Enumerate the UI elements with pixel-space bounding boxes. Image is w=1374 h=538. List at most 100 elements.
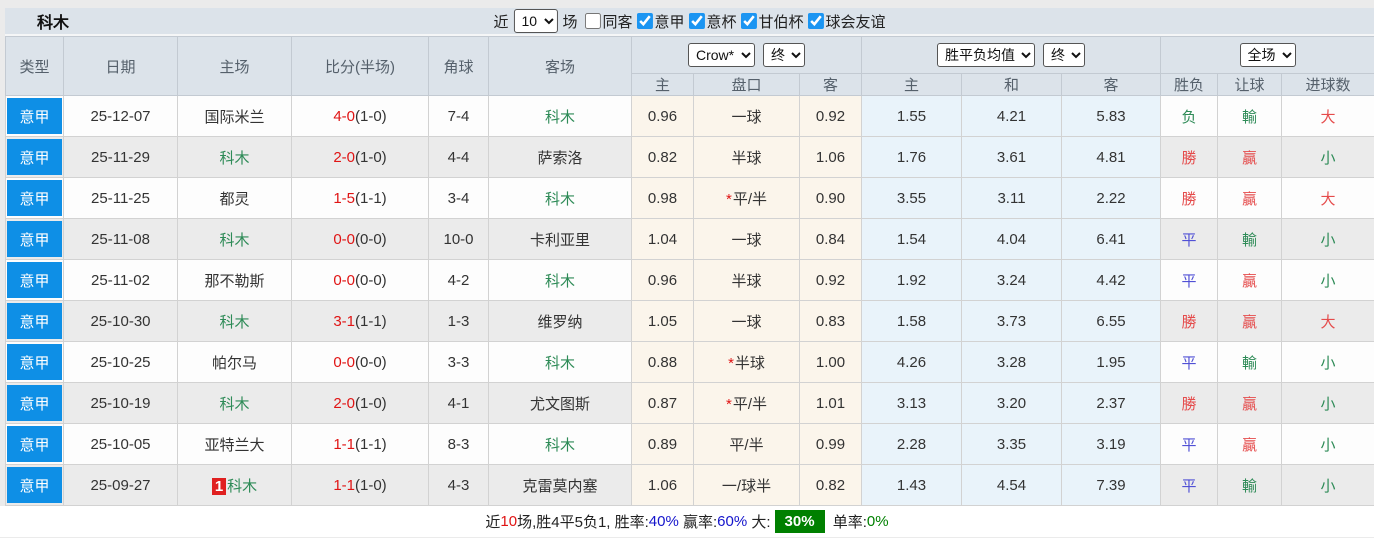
- away-team-name: 科木: [544, 272, 575, 290]
- table-row: 意甲 25-10-05 亚特兰大 1-1(1-1) 8-3 科木 0.89 平/半 0.99 2.…: [5, 423, 1374, 465]
- score-cell: 1-1(1-0): [291, 464, 429, 506]
- handicap-result-cell-text: 贏: [1242, 190, 1258, 208]
- away-team-name: 萨索洛: [537, 149, 583, 167]
- home-rank-badge: 1: [211, 477, 227, 495]
- handicap-text: 半球: [734, 354, 765, 372]
- goals-result-cell-text: 小: [1320, 395, 1336, 413]
- league-type-cell: 意甲: [5, 382, 64, 424]
- goals-result-cell: 小: [1281, 136, 1374, 178]
- avg-type-select[interactable]: 胜平负均值: [937, 43, 1036, 67]
- home-team: 亚特兰大: [177, 423, 292, 465]
- result-scope-select[interactable]: 全场: [1239, 43, 1296, 67]
- away-team-name: 科木: [544, 354, 575, 372]
- odds-away: 1.00: [798, 341, 863, 383]
- summary-part-9: 0%: [866, 513, 889, 530]
- odds-away: 1.01: [798, 382, 863, 424]
- league-filter-checkbox[interactable]: [688, 13, 705, 29]
- table-row: 意甲 25-12-07 国际米兰 4-0(1-0) 7-4 科木 0.96 一球 0.92 1.5…: [5, 95, 1374, 137]
- corner-score: 10-0: [428, 218, 489, 260]
- fulltime-score: 4-0: [333, 107, 355, 125]
- handicap-star: *: [728, 354, 734, 372]
- league-filter-checkbox[interactable]: [636, 13, 653, 29]
- table-row: 意甲 25-10-30 科木 3-1(1-1) 1-3 维罗纳 1.05 一球 0.83 1.58…: [5, 300, 1374, 342]
- avg-home: 1.58: [861, 300, 963, 342]
- halftime-score: (1-0): [355, 394, 387, 412]
- corner-score: 4-3: [428, 464, 489, 506]
- avg-draw: 3.73: [961, 300, 1063, 342]
- league-type-badge: 意甲: [7, 467, 62, 503]
- odds-home: 0.96: [631, 259, 694, 301]
- odds-home: 0.88: [631, 341, 694, 383]
- bookmaker-select[interactable]: Crow*: [688, 43, 755, 67]
- sub-header-avg-away: 客: [1061, 73, 1162, 96]
- home-team: 国际米兰: [177, 95, 292, 137]
- handicap-result-cell-text: 輸: [1242, 108, 1258, 126]
- corner-score: 4-4: [428, 136, 489, 178]
- result-cell-text: 勝: [1181, 313, 1197, 331]
- summary-bar: 近 10 场,胜4平5负1, 胜率: 40% 赢率: 60% 大: 30% 单率: 0%: [0, 506, 1374, 537]
- result-cell: 平: [1160, 464, 1219, 506]
- home-team: 科木: [177, 382, 292, 424]
- odds-home: 1.06: [631, 464, 694, 506]
- avg-home: 1.43: [861, 464, 963, 506]
- halftime-score: (1-1): [355, 435, 387, 453]
- sub-header-result: 胜负: [1160, 73, 1219, 96]
- away-team: 卡利亚里: [488, 218, 632, 260]
- avg-draw: 4.04: [961, 218, 1063, 260]
- avg-home: 3.13: [861, 382, 963, 424]
- league-filter-checkbox[interactable]: [584, 13, 601, 29]
- corner-score: 4-2: [428, 259, 489, 301]
- handicap-result-cell-text: 贏: [1242, 313, 1258, 331]
- goals-result-cell: 小: [1281, 464, 1374, 506]
- handicap-result-cell: 輸: [1217, 341, 1283, 383]
- league-type-cell: 意甲: [5, 464, 64, 506]
- col-header-away: 客场: [488, 36, 632, 96]
- avg-draw: 3.20: [961, 382, 1063, 424]
- score-cell: 4-0(1-0): [291, 95, 429, 137]
- home-team: 科木: [177, 136, 292, 178]
- away-team: 维罗纳: [488, 300, 632, 342]
- handicap-result-cell: 贏: [1217, 300, 1283, 342]
- odds-home: 0.89: [631, 423, 694, 465]
- result-cell-text: 勝: [1181, 149, 1197, 167]
- result-cell-text: 勝: [1181, 190, 1197, 208]
- avg-home: 1.76: [861, 136, 963, 178]
- goals-result-cell-text: 大: [1320, 190, 1336, 208]
- league-type-cell: 意甲: [5, 259, 64, 301]
- corner-score: 1-3: [428, 300, 489, 342]
- home-team-name: 国际米兰: [204, 108, 265, 126]
- summary-part-3: 40%: [648, 513, 679, 530]
- match-date: 25-09-27: [63, 464, 178, 506]
- team-title: 科木: [37, 15, 70, 32]
- home-team-name: 科木: [219, 395, 250, 413]
- summary-part-8: 单率:: [828, 514, 867, 531]
- odds-home: 0.87: [631, 382, 694, 424]
- avg-away: 1.95: [1061, 341, 1162, 383]
- league-type-cell: 意甲: [5, 95, 64, 137]
- handicap-text: 半球: [731, 149, 762, 167]
- avg-home: 2.28: [861, 423, 963, 465]
- avg-home: 3.55: [861, 177, 963, 219]
- goals-result-cell: 小: [1281, 218, 1374, 260]
- handicap-cell: 平/半: [693, 423, 800, 465]
- league-filter-checkbox[interactable]: [807, 13, 824, 29]
- sub-header-avg-draw: 和: [961, 73, 1063, 96]
- home-team: 帕尔马: [177, 341, 292, 383]
- col-header-date: 日期: [63, 36, 178, 96]
- handicap-cell: *平/半: [693, 177, 800, 219]
- match-date: 25-12-07: [63, 95, 178, 137]
- corner-score: 8-3: [428, 423, 489, 465]
- score-cell: 1-1(1-1): [291, 423, 429, 465]
- odds-home: 1.04: [631, 218, 694, 260]
- avg-time-select[interactable]: 终: [1043, 43, 1086, 67]
- recent-count-select[interactable]: 10: [513, 9, 558, 33]
- league-filter-checkbox[interactable]: [740, 13, 757, 29]
- home-team-name: 都灵: [219, 190, 250, 208]
- handicap-result-cell-text: 贏: [1242, 272, 1258, 290]
- away-team: 克雷莫内塞: [488, 464, 632, 506]
- league-checkbox-group: 同客 意甲 意杯 甘伯杯 球会友谊: [580, 11, 886, 32]
- league-type-badge: 意甲: [7, 221, 62, 257]
- handicap-text: 一球: [731, 108, 762, 126]
- table-row: 意甲 25-09-27 1 科木 1-1(1-0) 4-3 克雷莫内塞 1.06 一/球半 0.8…: [5, 464, 1374, 506]
- odds-time-select[interactable]: 终: [763, 43, 805, 67]
